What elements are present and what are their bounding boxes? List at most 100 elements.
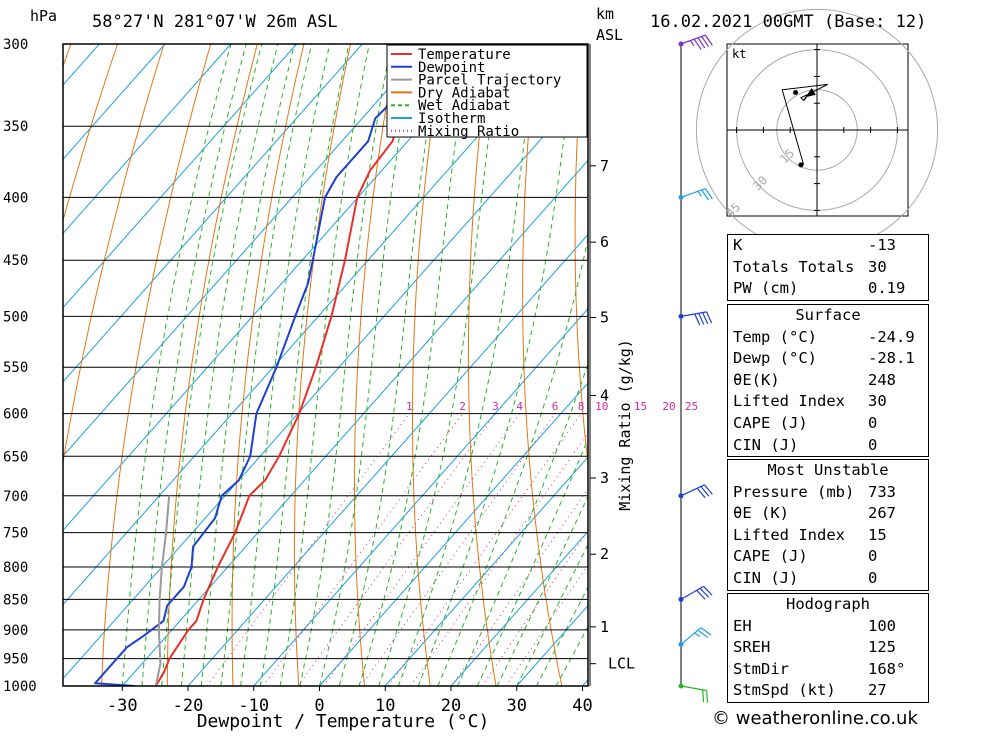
hodo-row: StmDir 168° bbox=[728, 659, 928, 681]
hodo-value: 125 bbox=[868, 637, 924, 659]
wet-adiabat-line bbox=[438, 44, 620, 686]
surface-row: Dewp (°C)-28.1 bbox=[728, 348, 928, 370]
mixing-ratio-line bbox=[389, 414, 581, 686]
hodo-value: 27 bbox=[868, 680, 924, 702]
dry-adiabat-line bbox=[232, 44, 304, 686]
wet-adiabat-line bbox=[221, 44, 312, 686]
index-row-pw: PW (cm) 0.19 bbox=[728, 278, 928, 300]
hodo-label: SREH bbox=[733, 637, 770, 659]
mixing-ratio-label: 10 bbox=[595, 400, 608, 413]
hodograph-unit-label: kt bbox=[732, 47, 746, 61]
surface-label: CAPE (J) bbox=[733, 413, 808, 435]
surface-value: 0 bbox=[868, 413, 924, 435]
surface-label: Lifted Index bbox=[733, 391, 845, 413]
wet-adiabat-line bbox=[359, 44, 470, 686]
hodo-value: 168° bbox=[868, 659, 924, 681]
mixing-ratio-label: 25 bbox=[685, 400, 698, 413]
pressure-tick-label: 800 bbox=[3, 560, 28, 576]
mixing-ratio-label: 1 bbox=[406, 400, 413, 413]
pressure-tick-label: 550 bbox=[3, 360, 28, 376]
mixing-ratio-label: 6 bbox=[552, 400, 559, 413]
wind-barb bbox=[679, 586, 713, 602]
mixing-ratio-label: 4 bbox=[516, 400, 523, 413]
surface-row: CAPE (J) 0 bbox=[728, 413, 928, 435]
surface-label: θE(K) bbox=[733, 370, 780, 392]
pressure-tick-label: 400 bbox=[3, 190, 28, 206]
mu-value: 0 bbox=[868, 568, 924, 590]
most-unstable-title: Most Unstable bbox=[728, 460, 928, 482]
mixing-ratio-label: 20 bbox=[662, 400, 675, 413]
wet-adiabat-line bbox=[418, 44, 576, 686]
hodo-value: 100 bbox=[868, 616, 924, 638]
wet-adiabat-line bbox=[458, 44, 668, 686]
location-title: 58°27'N 281°07'W 26m ASL bbox=[92, 12, 338, 32]
x-axis-label: Dewpoint / Temperature (°C) bbox=[197, 711, 490, 732]
hodo-label: StmSpd (kt) bbox=[733, 680, 836, 702]
hodo-label: StmDir bbox=[733, 659, 789, 681]
isotherm-line bbox=[188, 44, 757, 686]
wind-barb-feather bbox=[703, 313, 708, 324]
most-unstable-table: Most Unstable Pressure (mb)733 θE (K)267… bbox=[727, 459, 929, 591]
wind-profile bbox=[679, 35, 713, 703]
isotherm-line bbox=[0, 44, 560, 686]
dry-adiabat-line bbox=[626, 44, 693, 686]
asl-unit-label: ASL bbox=[596, 26, 623, 44]
pressure-tick-label: 350 bbox=[3, 119, 28, 135]
wet-adiabat-line bbox=[339, 44, 441, 686]
surface-label: CIN (J) bbox=[733, 435, 798, 457]
mixing-ratio-line bbox=[506, 414, 692, 686]
surface-label: Dewp (°C) bbox=[733, 348, 817, 370]
pressure-tick-label: 850 bbox=[3, 592, 28, 608]
dry-adiabat-line bbox=[956, 44, 1000, 686]
mixing-ratio-line bbox=[361, 414, 555, 686]
mu-row: θE (K)267 bbox=[728, 503, 928, 525]
wet-adiabat-line bbox=[320, 44, 415, 686]
mu-value: 0 bbox=[868, 546, 924, 568]
temperature-line bbox=[156, 44, 446, 686]
km-tick-label: 5 bbox=[600, 308, 609, 326]
index-value: -13 bbox=[868, 235, 924, 257]
wet-adiabat-line bbox=[398, 44, 536, 686]
wind-barb bbox=[679, 628, 711, 647]
wind-barb-feather bbox=[695, 633, 700, 637]
wind-barb-feather bbox=[707, 312, 712, 323]
km-tick-label: 7 bbox=[600, 157, 609, 175]
parcel-trajectory-line bbox=[156, 496, 169, 686]
index-value: 0.19 bbox=[868, 278, 924, 300]
km-tick-label: 6 bbox=[600, 233, 609, 251]
temperature-tick-label: 30 bbox=[507, 696, 527, 716]
mixing-ratio-label: 15 bbox=[634, 400, 647, 413]
index-label: K bbox=[733, 235, 742, 257]
datetime-title: 16.02.2021 00GMT (Base: 12) bbox=[650, 12, 926, 32]
mu-value: 267 bbox=[868, 503, 924, 525]
index-row-k: K -13 bbox=[728, 235, 928, 257]
surface-value: 248 bbox=[868, 370, 924, 392]
km-tick-label: 3 bbox=[600, 469, 609, 487]
mixing-ratio-line bbox=[263, 414, 462, 686]
mixing-ratio-line bbox=[452, 414, 641, 686]
wind-barb-feather bbox=[698, 191, 701, 196]
mu-label: CIN (J) bbox=[733, 568, 798, 590]
wind-barb-feather bbox=[699, 313, 704, 324]
surface-value: 0 bbox=[868, 435, 924, 457]
km-unit-label: km bbox=[596, 5, 614, 23]
dry-adiabat-line bbox=[355, 44, 398, 686]
surface-value: 30 bbox=[868, 391, 924, 413]
isotherm-line bbox=[0, 44, 231, 686]
index-label: PW (cm) bbox=[733, 278, 798, 300]
wind-barb-feather bbox=[707, 691, 708, 703]
wind-barb bbox=[679, 189, 713, 201]
wet-adiabat-line bbox=[142, 44, 246, 686]
hodograph-dot bbox=[798, 162, 803, 167]
wet-adiabat-line bbox=[201, 44, 294, 686]
mu-row: Pressure (mb)733 bbox=[728, 482, 928, 504]
legend-item-label: Mixing Ratio bbox=[418, 124, 519, 140]
hodograph-dot bbox=[793, 90, 798, 95]
copyright-link[interactable]: © weatheronline.co.uk bbox=[712, 708, 918, 729]
mu-label: CAPE (J) bbox=[733, 546, 808, 568]
